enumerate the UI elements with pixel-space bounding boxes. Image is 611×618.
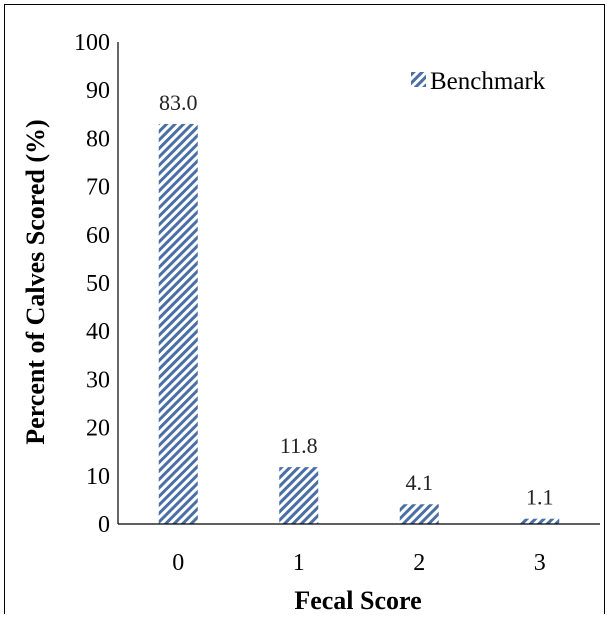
y-tick-label: 40 — [86, 319, 110, 345]
y-axis-title: Percent of Calves Scored (%) — [21, 119, 50, 444]
x-tick-label-1: 1 — [293, 550, 305, 576]
x-tick-label-2: 2 — [413, 550, 425, 576]
bars — [158, 123, 560, 524]
data-label-2: 4.1 — [406, 470, 434, 495]
y-tick-label: 20 — [86, 416, 110, 442]
data-labels: 83.0 11.8 4.1 1.1 — [159, 90, 554, 510]
bar-1 — [279, 467, 319, 524]
x-tick-labels: 0 1 2 3 — [172, 550, 546, 576]
y-tick-label: 90 — [86, 78, 110, 104]
y-tick-labels: 0 10 20 30 40 50 60 70 80 90 100 — [74, 30, 110, 538]
legend: Benchmark — [411, 68, 546, 95]
data-label-1: 11.8 — [280, 433, 318, 458]
y-tick-label: 80 — [86, 126, 110, 152]
bar-2 — [399, 504, 439, 524]
y-tick-label: 50 — [86, 271, 110, 297]
y-tick-label: 70 — [86, 175, 110, 201]
legend-swatch — [411, 72, 426, 87]
y-tick-label: 60 — [86, 223, 110, 249]
y-tick-label: 10 — [86, 464, 110, 490]
legend-label: Benchmark — [430, 68, 546, 95]
y-tick-label: 100 — [74, 30, 110, 56]
x-axis-title: Fecal Score — [294, 586, 421, 615]
y-tick-label: 0 — [98, 512, 110, 538]
data-label-3: 1.1 — [526, 485, 554, 510]
data-label-0: 83.0 — [159, 90, 198, 115]
y-tick-label: 30 — [86, 367, 110, 393]
bar-3 — [520, 518, 560, 524]
x-tick-label-0: 0 — [172, 550, 184, 576]
bar-0 — [158, 123, 198, 524]
x-tick-label-3: 3 — [534, 550, 546, 576]
